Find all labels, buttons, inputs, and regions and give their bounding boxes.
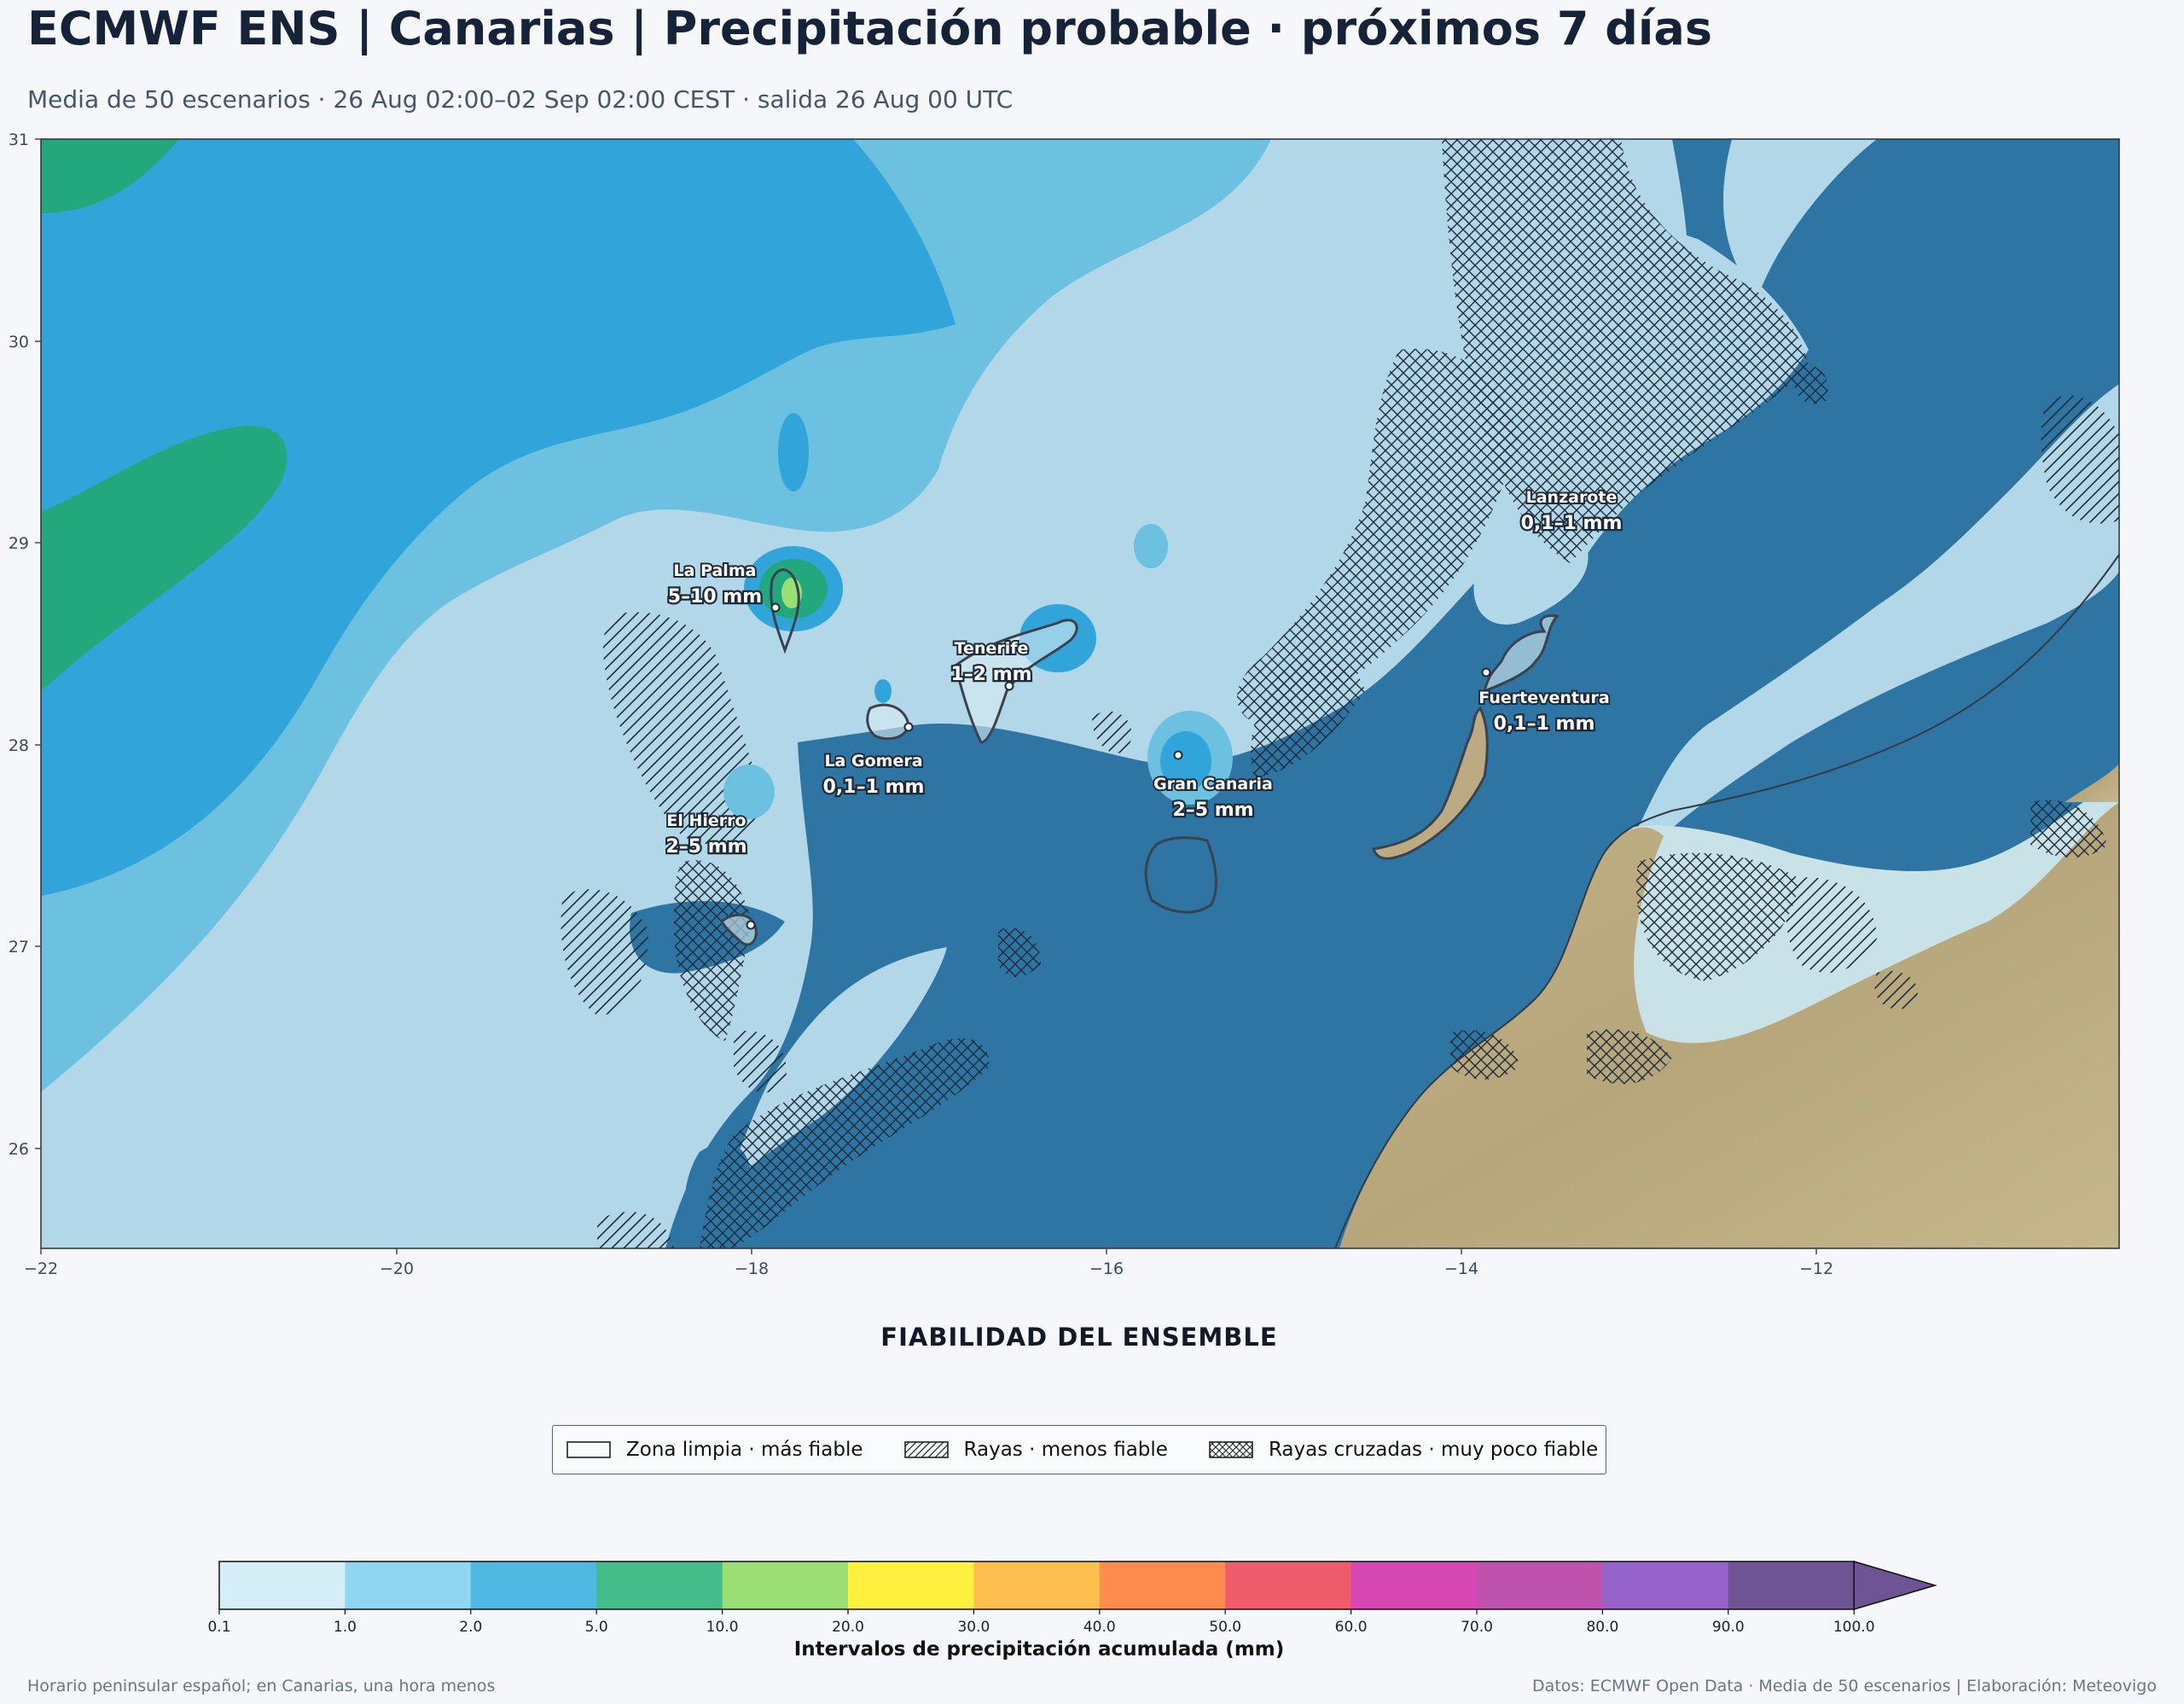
reliability-title: FIABILIDAD DEL ENSEMBLE bbox=[880, 1323, 1278, 1352]
lat-tick: 27 bbox=[9, 938, 29, 957]
footer-note: Horario peninsular español; en Canarias,… bbox=[27, 1677, 496, 1695]
lon-axis: −22 −20 −18 −16 −14 −12 bbox=[24, 1248, 1833, 1278]
map-field bbox=[41, 139, 2119, 1248]
islands-layer bbox=[720, 568, 1560, 946]
colorbar-segment bbox=[1099, 1562, 1226, 1609]
lon-tick: −12 bbox=[1799, 1259, 1833, 1278]
colorbar-tick-label: 70.0 bbox=[1461, 1619, 1493, 1636]
page-title: ECMWF ENS | Canarias | Precipitación pro… bbox=[27, 2, 1712, 55]
island-la-palma bbox=[770, 568, 800, 654]
colorbar-tick-label: 30.0 bbox=[957, 1619, 990, 1636]
colorbar-tick-label: 10.0 bbox=[706, 1619, 739, 1636]
colorbar-tick-label: 40.0 bbox=[1083, 1619, 1116, 1636]
lon-tick: −18 bbox=[735, 1259, 769, 1278]
legend-item-crosshatch: Rayas cruzadas · muy poco fiable bbox=[1209, 1439, 1598, 1461]
legend-swatch-clean bbox=[566, 1441, 611, 1458]
africa-coastline bbox=[1334, 554, 2120, 1249]
island-name: Fuerteventura bbox=[1478, 689, 1609, 707]
island-value: 2–5 mm bbox=[1172, 800, 1253, 821]
colorbar-segment bbox=[1602, 1562, 1729, 1609]
colorbar-tick-label: 90.0 bbox=[1712, 1619, 1745, 1636]
colorbar-segment bbox=[973, 1562, 1101, 1609]
lat-tick: 30 bbox=[9, 333, 29, 352]
colorbar-graphic: 0.1 1.0 2.0 5.0 10.0 20.0 30.0 40.0 50.0 60.0 70.0… bbox=[207, 1560, 1937, 1636]
colorbar-extend-arrow bbox=[1853, 1560, 1937, 1611]
island-value: 1–2 mm bbox=[950, 664, 1031, 685]
legend-label: Rayas cruzadas · muy poco fiable bbox=[1268, 1439, 1599, 1461]
legend-swatch-crosshatch bbox=[1209, 1441, 1253, 1458]
island-tenerife bbox=[954, 619, 1078, 744]
colorbar-segment bbox=[219, 1562, 346, 1609]
legend-item-hatch: Rayas · menos fiable bbox=[903, 1439, 1168, 1461]
legend-label: Zona limpia · más fiable bbox=[626, 1439, 863, 1461]
colorbar-tick-label: 0.1 bbox=[207, 1619, 230, 1636]
colorbar-tick-label: 2.0 bbox=[459, 1619, 482, 1636]
colorbar-segment bbox=[345, 1562, 472, 1609]
colorbar-segment bbox=[1728, 1562, 1855, 1609]
island-name: Lanzarote bbox=[1526, 488, 1618, 507]
colorbar-tick-label: 60.0 bbox=[1335, 1619, 1368, 1636]
lat-tick: 28 bbox=[9, 736, 29, 755]
colorbar-tick-label: 20.0 bbox=[832, 1619, 864, 1636]
colorbar-segment bbox=[596, 1562, 723, 1609]
colorbar: 0.1 1.0 2.0 5.0 10.0 20.0 30.0 40.0 50.0 60.0 70.0… bbox=[0, 1553, 2184, 1681]
lat-axis: 31 30 29 28 27 26 bbox=[9, 131, 41, 1159]
island-value: 0,1–1 mm bbox=[823, 776, 925, 798]
lon-tick: −22 bbox=[24, 1259, 58, 1278]
lat-tick: 31 bbox=[9, 131, 29, 149]
precipitation-map[interactable]: La Palma 5–10 mm Tenerife 1–2 mm La Gome… bbox=[0, 128, 2184, 1288]
lat-tick: 29 bbox=[9, 534, 29, 553]
colorbar-label: Intervalos de precipitación acumulada (m… bbox=[793, 1638, 1285, 1660]
legend-item-clean: Zona limpia · más fiable bbox=[566, 1439, 863, 1461]
colorbar-segment bbox=[1350, 1562, 1478, 1609]
island-value: 0,1–1 mm bbox=[1494, 713, 1595, 735]
colorbar-tick-label: 1.0 bbox=[334, 1619, 357, 1636]
island-value: 2–5 mm bbox=[665, 836, 746, 858]
island-value: 5–10 mm bbox=[668, 586, 762, 608]
island-gran-canaria bbox=[1144, 836, 1217, 914]
colorbar-frame bbox=[218, 1561, 1855, 1610]
colorbar-tick-label: 100.0 bbox=[1833, 1619, 1875, 1636]
footer-credits: Datos: ECMWF Open Data · Media de 50 esc… bbox=[1532, 1677, 2157, 1695]
lon-tick: −14 bbox=[1444, 1259, 1478, 1278]
island-la-gomera bbox=[866, 703, 910, 741]
colorbar-segment bbox=[470, 1562, 597, 1609]
lat-tick: 26 bbox=[9, 1140, 29, 1159]
island-name: La Gomera bbox=[824, 752, 922, 771]
colorbar-segment bbox=[1225, 1562, 1352, 1609]
legend-swatch-hatch bbox=[903, 1441, 949, 1458]
colorbar-segment bbox=[722, 1562, 849, 1609]
lon-tick: −16 bbox=[1089, 1259, 1124, 1278]
island-value: 0,1–1 mm bbox=[1521, 513, 1623, 534]
page-subtitle: Media de 50 escenarios · 26 Aug 02:00–02… bbox=[27, 85, 1014, 113]
island-name: La Palma bbox=[674, 561, 757, 580]
island-labels: La Palma 5–10 mm Tenerife 1–2 mm La Gome… bbox=[664, 486, 1623, 859]
island-lanzarote bbox=[1482, 614, 1560, 694]
reliability-legend: Zona limpia · más fiable Rayas · menos f… bbox=[552, 1425, 1606, 1474]
island-fuerteventura bbox=[1372, 706, 1489, 860]
island-name: Tenerife bbox=[955, 639, 1029, 658]
lon-tick: −20 bbox=[380, 1259, 414, 1278]
island-name: El Hierro bbox=[666, 811, 746, 830]
colorbar-segment bbox=[1477, 1562, 1603, 1609]
colorbar-tick-label: 50.0 bbox=[1209, 1619, 1241, 1636]
island-name: Gran Canaria bbox=[1153, 775, 1273, 794]
colorbar-tick-label: 80.0 bbox=[1586, 1619, 1618, 1636]
colorbar-segment bbox=[848, 1562, 974, 1609]
legend-label: Rayas · menos fiable bbox=[963, 1439, 1168, 1461]
colorbar-tick-label: 5.0 bbox=[585, 1619, 608, 1636]
